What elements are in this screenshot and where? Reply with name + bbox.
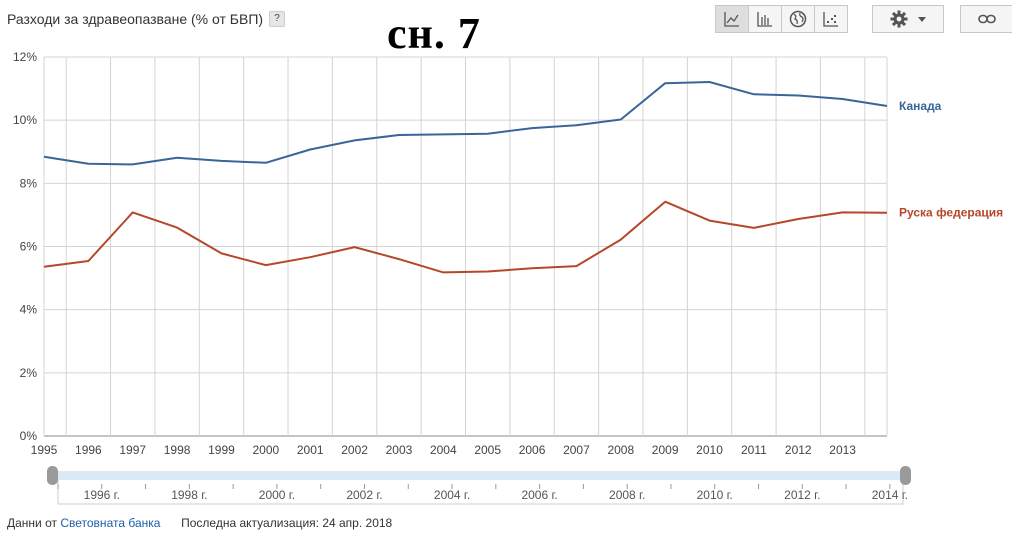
series-line-russia[interactable]	[43, 200, 888, 274]
caret-down-icon	[918, 16, 926, 22]
x-tick-label: 1996	[75, 443, 102, 457]
x-axis-labels: 1995 1996 1997 1998 1999 2000 2001 2002 …	[31, 443, 857, 457]
line-chart-button[interactable]	[715, 5, 749, 33]
footer: Данни от Световната банка Последна актуа…	[7, 516, 392, 530]
scatter-button[interactable]	[814, 5, 848, 33]
time-range-selector[interactable]: 1996 г. 1998 г. 2000 г. 2002 г. 2004 г. …	[47, 466, 911, 505]
help-button[interactable]: ?	[269, 11, 286, 27]
range-labels: 1996 г. 1998 г. 2000 г. 2002 г. 2004 г. …	[84, 488, 908, 502]
range-label: 1998 г.	[171, 488, 207, 502]
series-label-russia[interactable]: Руска федерация	[899, 206, 1003, 220]
range-label: 2010 г.	[697, 488, 733, 502]
settings-button[interactable]	[872, 5, 944, 33]
range-label: 1996 г.	[84, 488, 120, 502]
x-tick-label: 2007	[563, 443, 590, 457]
globe-icon	[789, 10, 807, 28]
x-tick-label: 2001	[297, 443, 324, 457]
overlay-caption: сн. 7	[387, 9, 481, 58]
range-handle-right[interactable]	[900, 466, 911, 485]
range-label: 2008 г.	[609, 488, 645, 502]
range-selection-band	[58, 472, 903, 480]
x-tick-label: 2000	[252, 443, 279, 457]
x-tick-label: 2009	[652, 443, 679, 457]
chart-series	[43, 81, 888, 274]
chart-type-toolbar	[715, 5, 848, 33]
chart-title-area: Разходи за здравеопазване (% от БВП) ?	[7, 11, 286, 27]
x-tick-label: 2012	[785, 443, 812, 457]
y-tick-label: 2%	[20, 366, 38, 380]
data-source-prefix: Данни от	[7, 516, 57, 530]
y-tick-label: 6%	[20, 240, 38, 254]
x-tick-label: 2013	[829, 443, 856, 457]
x-tick-label: 2005	[474, 443, 501, 457]
range-label: 2006 г.	[521, 488, 557, 502]
last-updated: Последна актуализация: 24 апр. 2018	[181, 516, 393, 530]
x-tick-label: 1995	[31, 443, 58, 457]
gear-icon	[890, 10, 908, 28]
range-label: 2000 г.	[259, 488, 295, 502]
series-label-canada[interactable]: Канада	[899, 99, 942, 113]
x-tick-label: 2010	[696, 443, 723, 457]
scatter-icon	[823, 12, 838, 27]
x-tick-label: 1998	[164, 443, 191, 457]
chart-grid	[43, 56, 888, 437]
x-tick-label: 2006	[519, 443, 546, 457]
chart-title: Разходи за здравеопазване (% от БВП)	[7, 11, 264, 27]
x-tick-label: 2011	[741, 443, 767, 457]
bar-chart-button[interactable]	[748, 5, 782, 33]
x-tick-label: 1999	[208, 443, 235, 457]
data-source-link[interactable]: Световната банка	[60, 516, 161, 530]
link-icon	[977, 14, 996, 24]
line-chart: 0% 2% 4% 6% 8% 10% 12% 1995 1996 1997 19…	[13, 50, 1003, 505]
range-label: 2004 г.	[434, 488, 470, 502]
range-label: 2002 г.	[346, 488, 382, 502]
y-tick-label: 8%	[20, 176, 38, 190]
range-ticks	[57, 484, 891, 489]
y-tick-label: 12%	[13, 50, 37, 64]
y-axis-labels: 0% 2% 4% 6% 8% 10% 12%	[13, 50, 37, 443]
range-label: 2012 г.	[784, 488, 820, 502]
x-tick-label: 1997	[119, 443, 146, 457]
y-tick-label: 10%	[13, 113, 37, 127]
x-tick-label: 2004	[430, 443, 457, 457]
x-tick-label: 2003	[386, 443, 413, 457]
range-handle-left[interactable]	[47, 466, 58, 485]
series-labels: Канада Руска федерация	[899, 99, 1003, 220]
series-line-canada[interactable]	[43, 81, 888, 166]
share-link-button[interactable]	[960, 5, 1012, 33]
x-tick-label: 2002	[341, 443, 368, 457]
x-tick-label: 2008	[607, 443, 634, 457]
range-label: 2014 г.	[872, 488, 908, 502]
y-tick-label: 4%	[20, 303, 38, 317]
bar-chart-icon	[757, 12, 772, 27]
y-tick-label: 0%	[20, 429, 38, 443]
line-chart-icon	[724, 12, 739, 27]
